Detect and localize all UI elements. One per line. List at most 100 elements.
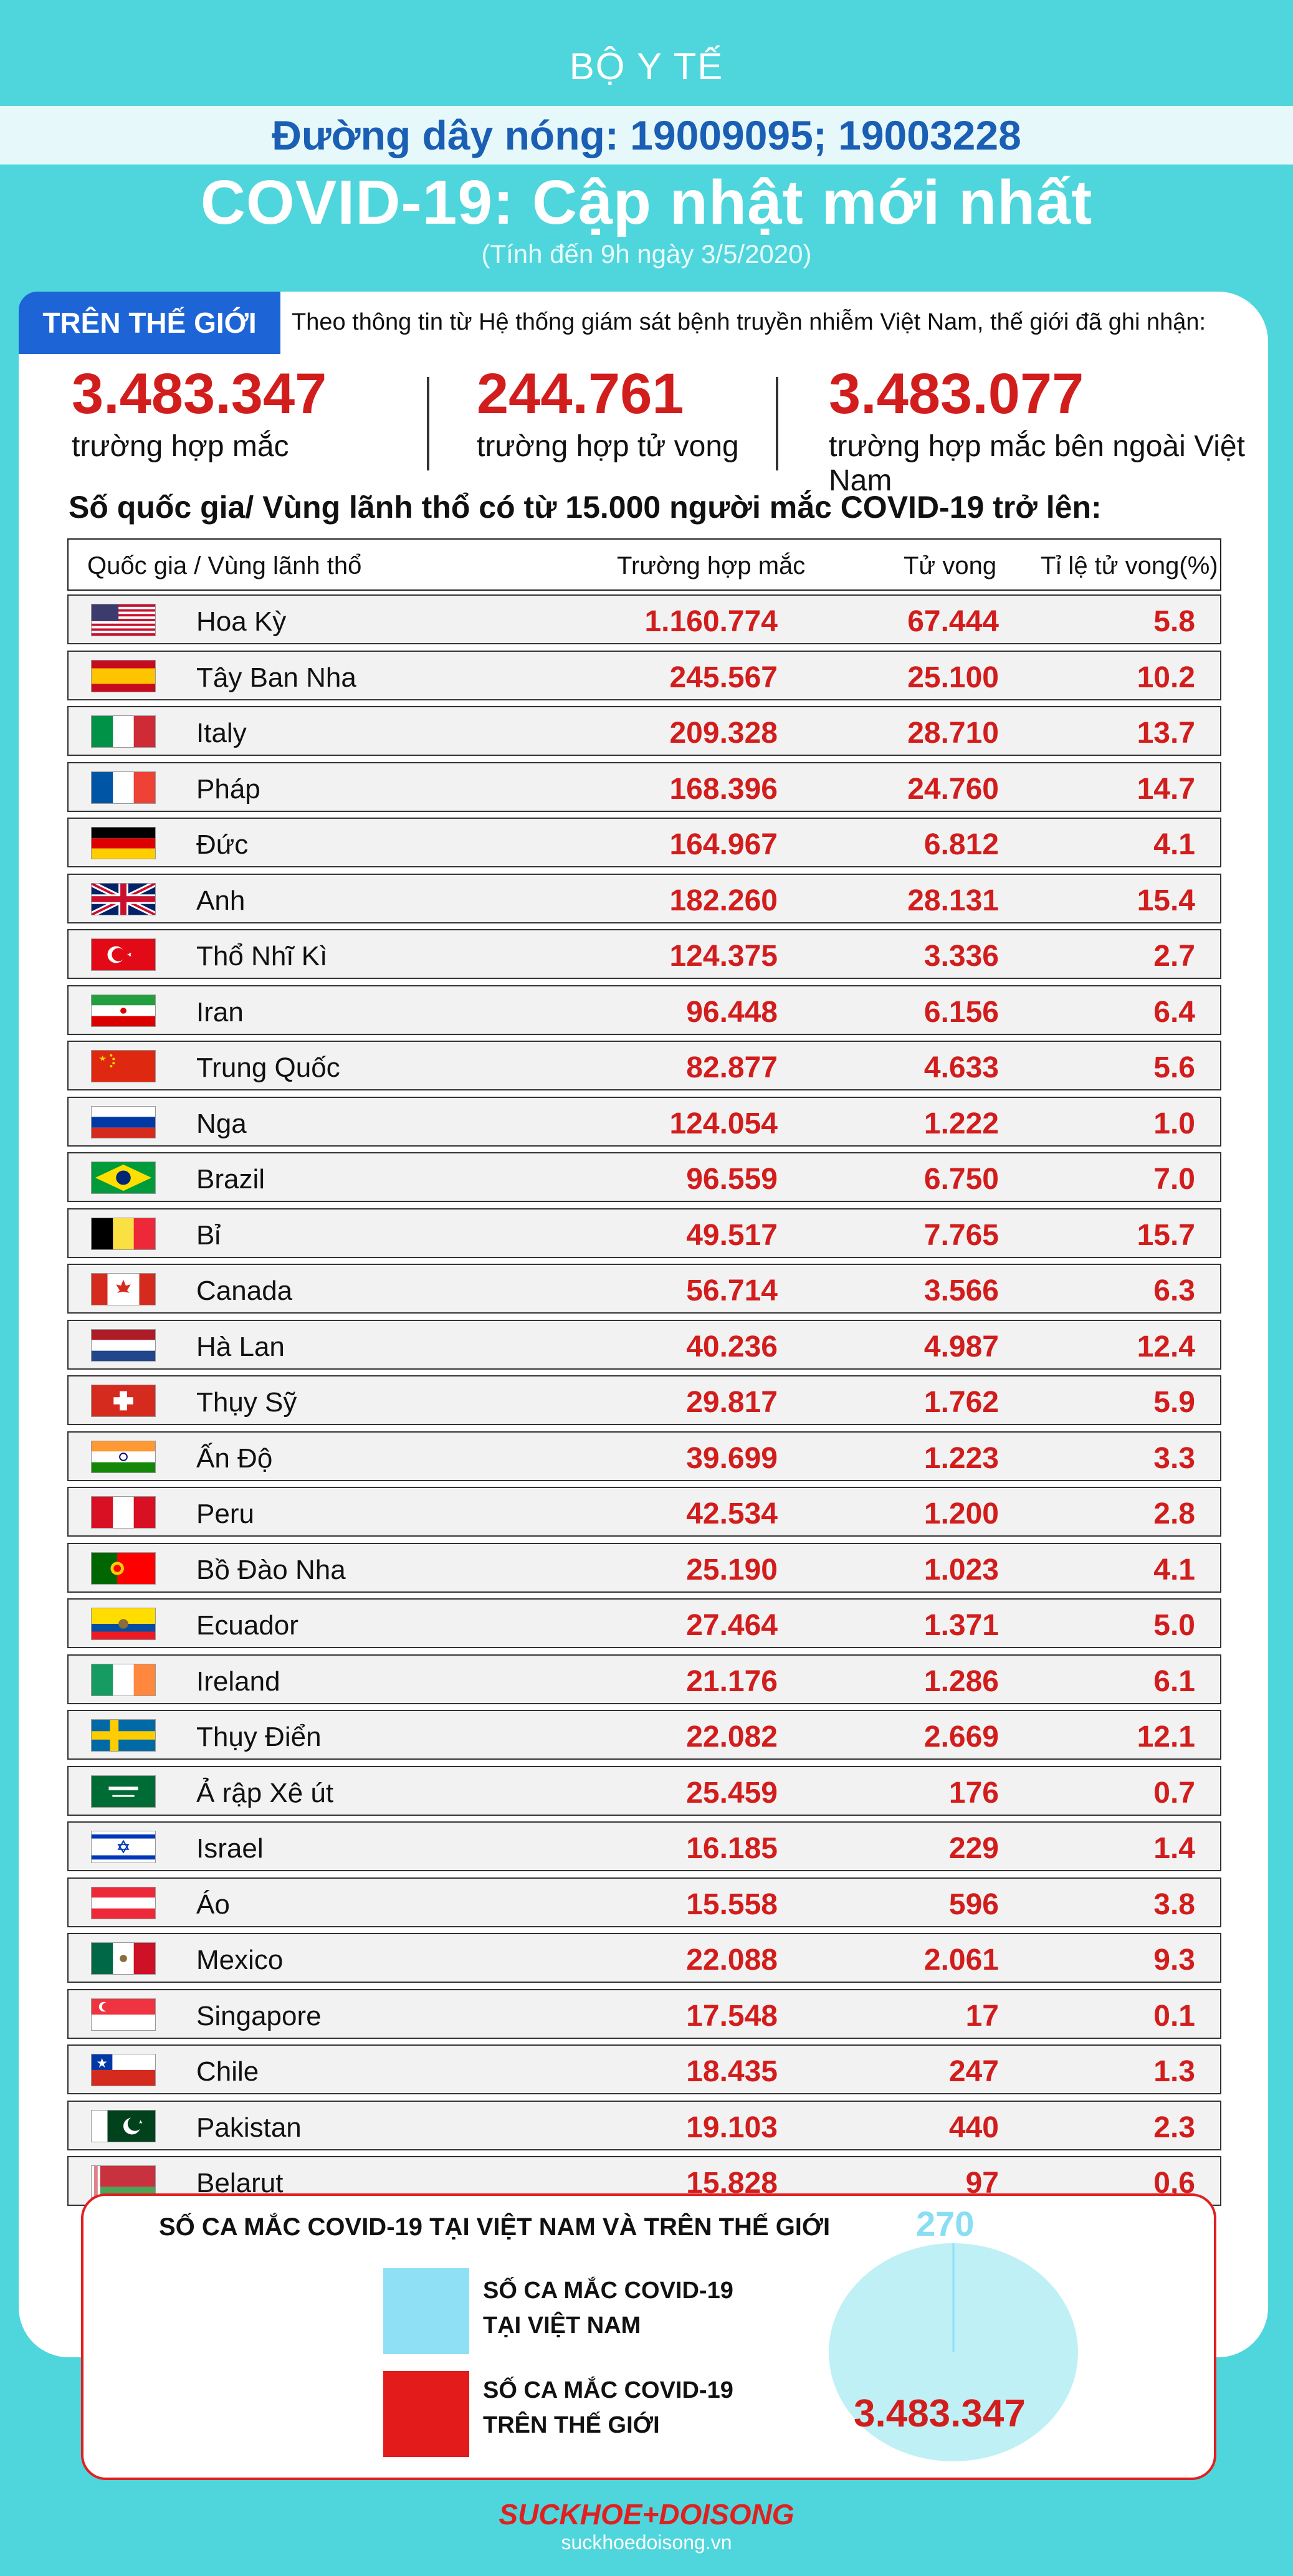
fatality-rate: 4.1	[1153, 1553, 1195, 1586]
table-row: Ả rập Xê út 25.459 176 0.7	[67, 1765, 1221, 1816]
pie-label-vietnam: 270	[916, 2204, 975, 2243]
table-row: Brazil 96.559 6.750 7.0	[67, 1152, 1221, 1202]
footer-url: suckhoedoisong.vn	[561, 2531, 732, 2554]
death-count: 4.987	[923, 1330, 999, 1363]
country-name: Singapore	[196, 2000, 322, 2031]
turkey-flag	[91, 938, 156, 971]
fatality-rate: 2.7	[1153, 940, 1195, 973]
death-count: 25.100	[907, 661, 999, 694]
fatality-rate: 2.8	[1153, 1497, 1195, 1530]
fatality-rate: 1.4	[1153, 1832, 1195, 1865]
fatality-rate: 6.1	[1153, 1664, 1195, 1698]
country-name: Italy	[196, 718, 247, 748]
case-count: 18.435	[686, 2055, 778, 2088]
country-name: Ấn Độ	[196, 1443, 273, 1474]
table-row: Thụy Điển 22.082 2.669 12.1	[67, 1710, 1221, 1760]
table-row: Bỉ 49.517 7.765 15.7	[67, 1208, 1221, 1258]
table-row: Hoa Kỳ 1.160.774 67.444 5.8	[67, 594, 1221, 644]
death-count: 67.444	[907, 605, 999, 638]
stat-divider	[776, 377, 778, 470]
table-row: Singapore 17.548 17 0.1	[67, 1988, 1221, 2039]
header-fatality-rate: Tỉ lệ tử vong(%)	[1041, 552, 1218, 580]
country-name: Nga	[196, 1108, 247, 1139]
case-count: 96.448	[686, 995, 778, 1029]
case-count: 40.236	[686, 1330, 778, 1363]
table-row: Tây Ban Nha 245.567 25.100 10.2	[67, 650, 1221, 700]
date-note: (Tính đến 9h ngày 3/5/2020)	[481, 239, 812, 269]
country-name: Ecuador	[196, 1610, 298, 1641]
legend-line: TRÊN THẾ GIỚI	[483, 2412, 660, 2438]
stat-value: 3.483.077	[829, 362, 1084, 426]
russia-flag	[91, 1105, 156, 1138]
fatality-rate: 7.0	[1153, 1163, 1195, 1196]
table-row: Thổ Nhĩ Kì 124.375 3.336 2.7	[67, 929, 1221, 979]
case-count: 29.817	[686, 1386, 778, 1419]
fatality-rate: 3.3	[1153, 1441, 1195, 1475]
country-name: Canada	[196, 1276, 293, 1306]
table-row: Đức 164.967 6.812 4.1	[67, 818, 1221, 867]
pie-label-world: 3.483.347	[854, 2392, 1026, 2435]
india-flag	[91, 1440, 156, 1473]
case-count: 1.160.774	[644, 605, 778, 638]
netherlands-flag	[91, 1329, 156, 1362]
table-row: Canada 56.714 3.566 6.3	[67, 1264, 1221, 1314]
death-count: 3.336	[923, 940, 999, 973]
death-count: 24.760	[907, 772, 999, 806]
country-name: Thổ Nhĩ Kì	[196, 941, 328, 971]
chile-flag	[91, 2054, 156, 2086]
austria-flag	[91, 1886, 156, 1919]
table-header: Quốc gia / Vùng lãnh thổ Trường hợp mắc …	[67, 538, 1221, 591]
stat-label: trường hợp mắc	[72, 430, 289, 463]
death-count: 1.371	[923, 1609, 999, 1642]
stat-value: 3.483.347	[72, 362, 327, 426]
death-count: 1.200	[923, 1497, 999, 1530]
table-row: Nga 124.054 1.222 1.0	[67, 1096, 1221, 1147]
country-name: Trung Quốc	[196, 1052, 340, 1083]
death-count: 1.762	[923, 1386, 999, 1419]
country-name: Pháp	[196, 773, 260, 804]
legend-label-world: SỐ CA MẮC COVID-19 TRÊN THẾ GIỚI	[483, 2373, 733, 2443]
death-count: 1.223	[923, 1441, 999, 1475]
country-name: Đức	[196, 829, 249, 860]
case-count: 22.082	[686, 1720, 778, 1753]
death-count: 6.750	[923, 1163, 999, 1196]
table-subheading: Số quốc gia/ Vùng lãnh thổ có từ 15.000 …	[69, 490, 1102, 525]
death-count: 2.669	[923, 1720, 999, 1753]
case-count: 56.714	[686, 1274, 778, 1307]
death-count: 176	[948, 1776, 999, 1810]
singapore-flag	[91, 1998, 156, 2031]
country-name: Áo	[196, 1889, 230, 1920]
table-row: Ấn Độ 39.699 1.223 3.3	[67, 1431, 1221, 1481]
country-name: Hoa Kỳ	[196, 606, 287, 637]
stat-total-deaths: 244.761 trường hợp tử vong	[477, 361, 739, 464]
case-count: 49.517	[686, 1218, 778, 1252]
case-count: 168.396	[669, 772, 778, 806]
stat-label: trường hợp mắc bên ngoài Việt Nam	[829, 430, 1245, 497]
germany-flag	[91, 827, 156, 859]
country-name: Israel	[196, 1833, 264, 1864]
canada-flag	[91, 1273, 156, 1305]
death-count: 17	[965, 1999, 999, 2033]
case-count: 19.103	[686, 2111, 778, 2144]
china-flag	[91, 1050, 156, 1082]
fatality-rate: 1.0	[1153, 1107, 1195, 1140]
fatality-rate: 5.9	[1153, 1386, 1195, 1419]
fatality-rate: 10.2	[1137, 661, 1195, 694]
fatality-rate: 5.8	[1153, 605, 1195, 638]
case-count: 82.877	[686, 1051, 778, 1084]
case-count: 96.559	[686, 1163, 778, 1196]
case-count: 209.328	[669, 717, 778, 750]
case-count: 17.548	[686, 1999, 778, 2033]
death-count: 229	[948, 1832, 999, 1865]
italy-flag	[91, 715, 156, 748]
fatality-rate: 6.3	[1153, 1274, 1195, 1307]
fatality-rate: 1.3	[1153, 2055, 1195, 2088]
country-name: Iran	[196, 996, 244, 1028]
case-count: 245.567	[669, 661, 778, 694]
switzerland-flag	[91, 1385, 156, 1417]
fatality-rate: 3.8	[1153, 1887, 1195, 1921]
hotline-banner: Đường dây nóng: 19009095; 19003228	[0, 106, 1293, 165]
death-count: 28.710	[907, 717, 999, 750]
case-count: 22.088	[686, 1944, 778, 1977]
death-count: 28.131	[907, 884, 999, 917]
